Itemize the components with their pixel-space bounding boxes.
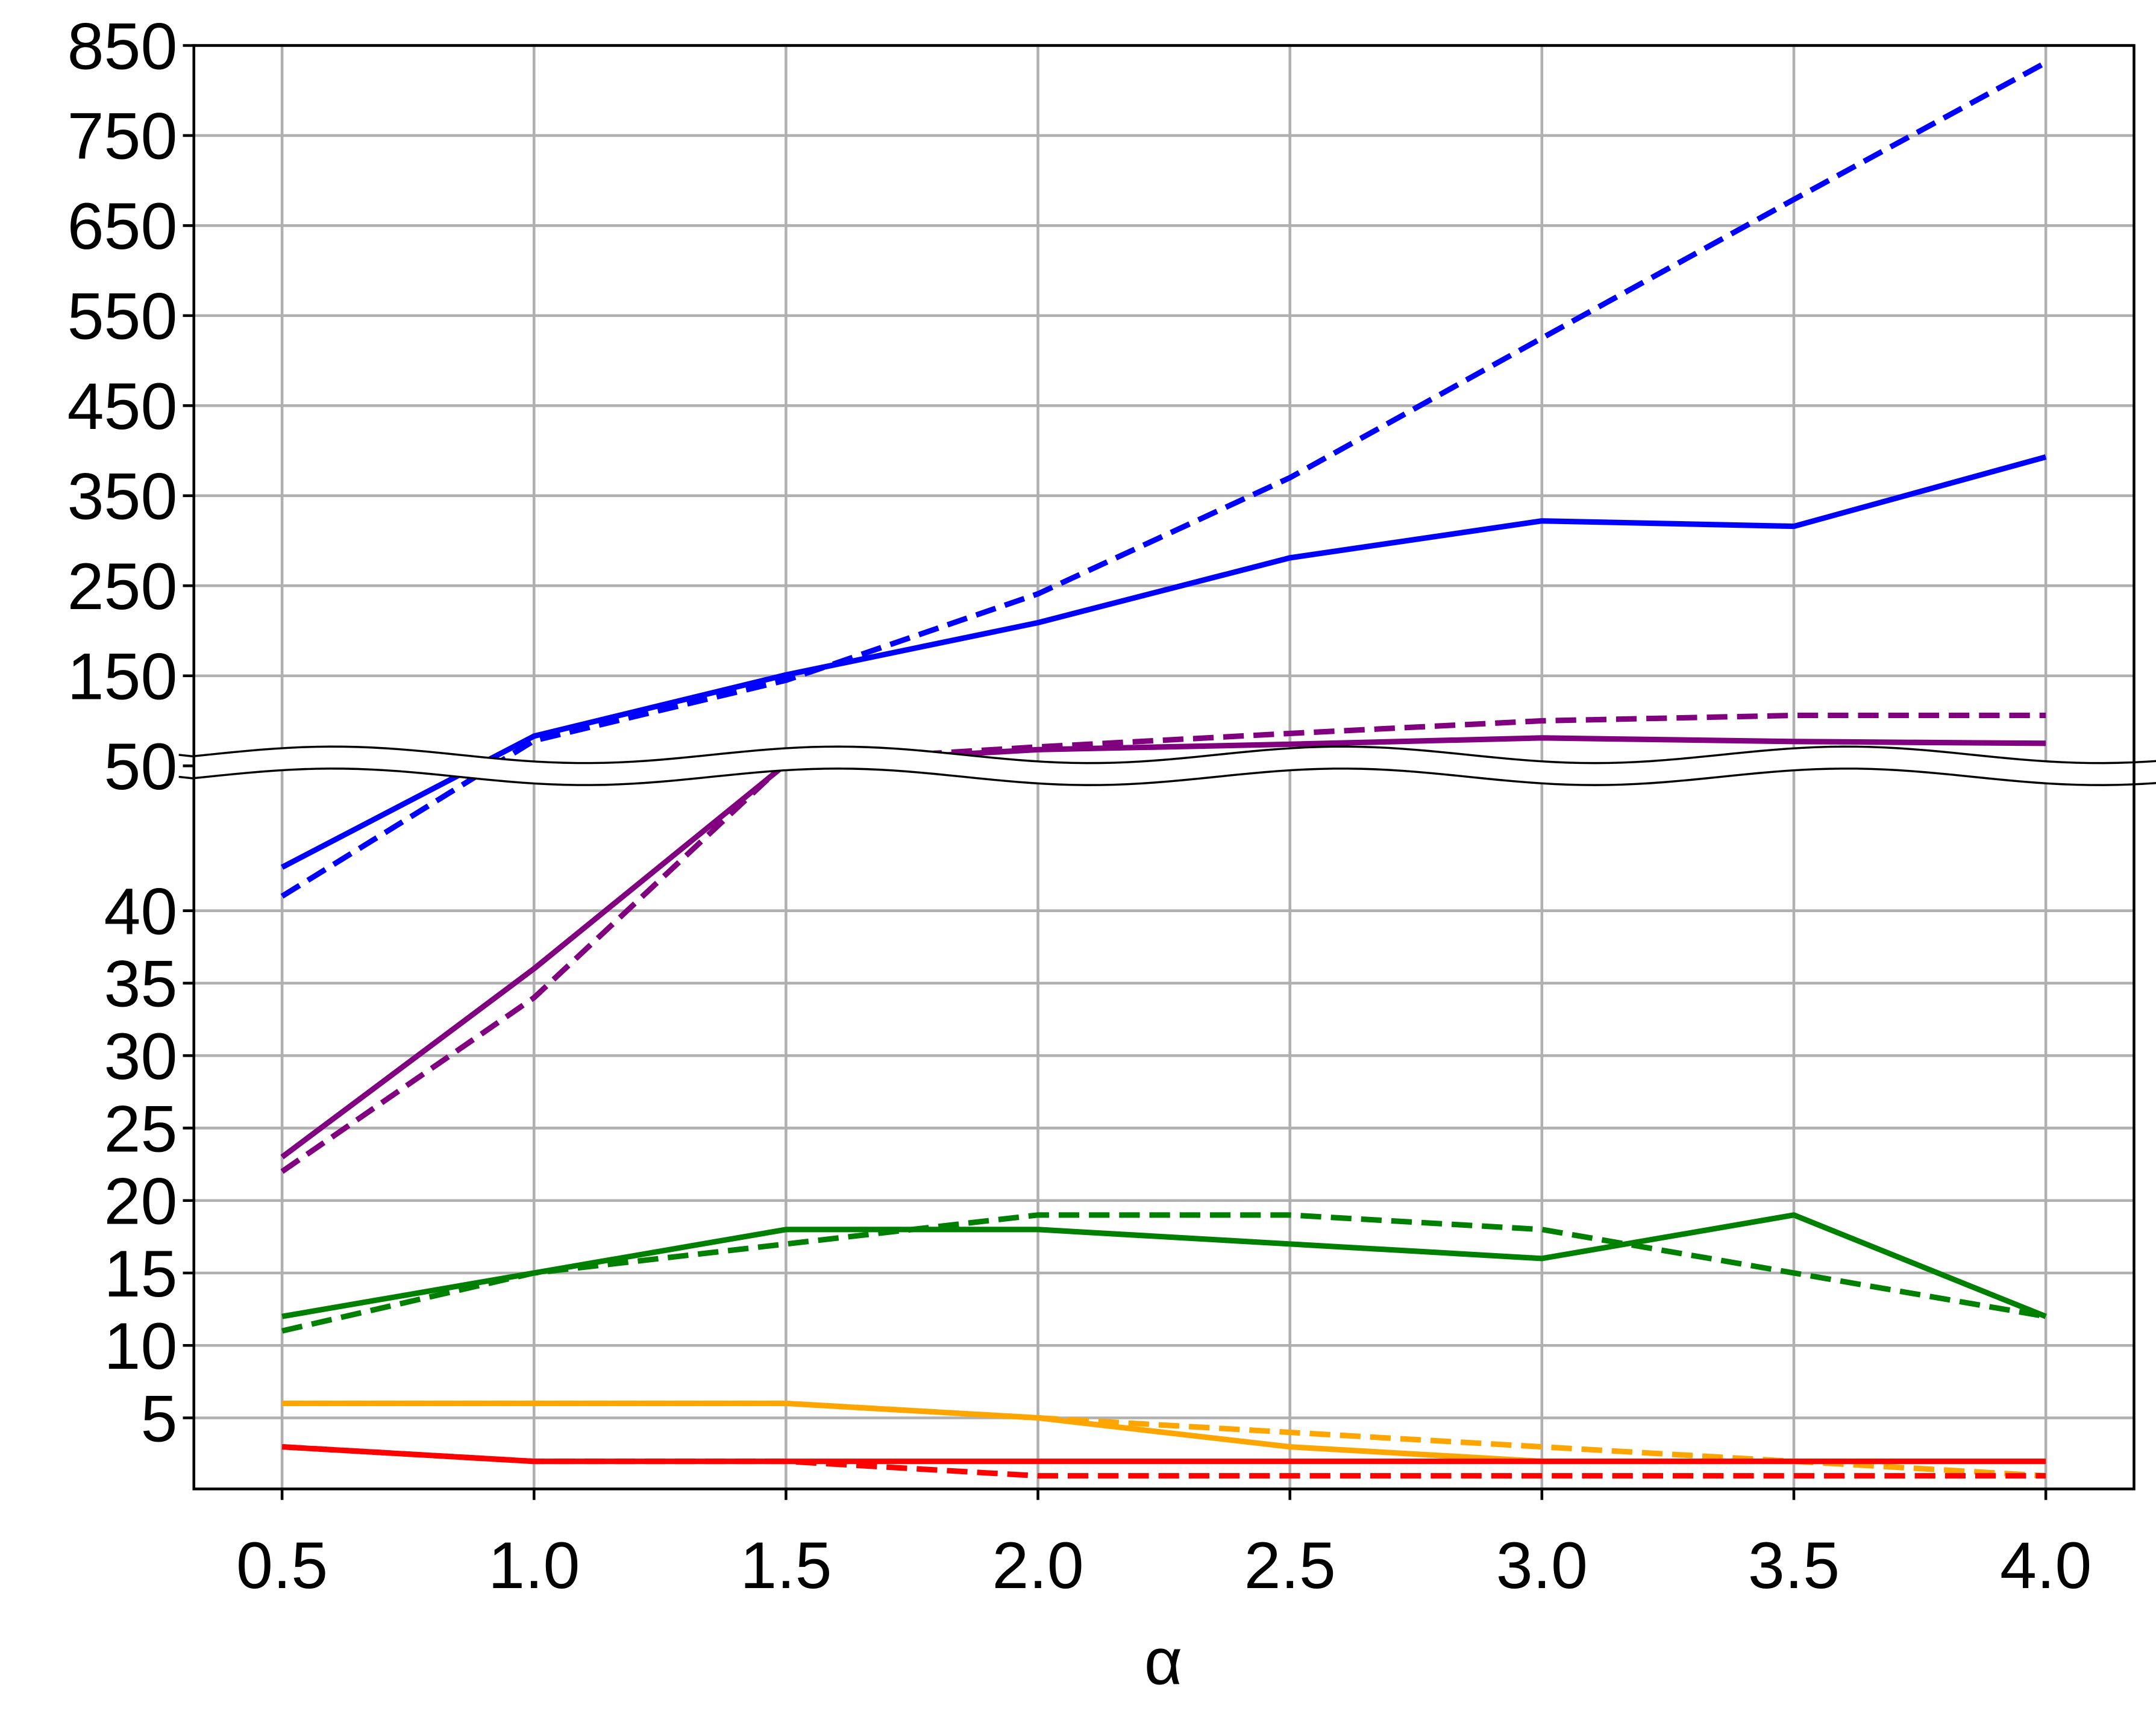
axis-break (178, 745, 2156, 786)
data-line (281, 1444, 2046, 1479)
x-tick-label: 0.5 (236, 1529, 328, 1603)
y-tick-label: 20 (104, 1165, 178, 1239)
x-tick-label: 2.5 (1244, 1529, 1336, 1603)
x-tick-label: 1.0 (488, 1529, 580, 1603)
x-axis-label: α (1144, 1625, 1182, 1698)
data-line (280, 60, 2048, 899)
y-tick-label: 5 (140, 1382, 177, 1456)
y-tick-label: 650 (67, 190, 178, 263)
data-line (280, 735, 2046, 1160)
y-tick-label: 50 (104, 730, 178, 804)
y-tick-label: 35 (104, 948, 178, 1021)
y-tick-label: 850 (67, 10, 178, 83)
x-tick-label: 2.0 (992, 1529, 1083, 1603)
y-tick-label: 15 (104, 1237, 178, 1311)
break-fill (178, 746, 2156, 786)
data-line (281, 1212, 2047, 1319)
y-tick-label: 25 (104, 1092, 178, 1166)
y-tick-label: 350 (67, 460, 178, 534)
y-tick-label: 250 (67, 550, 178, 624)
y-tick-label: 550 (67, 280, 178, 354)
grid (193, 44, 2134, 1489)
data-line (280, 454, 2047, 870)
plot-lines (280, 60, 2048, 1479)
y-tick-label: 750 (67, 100, 178, 174)
x-tick-label: 3.0 (1496, 1529, 1588, 1603)
y-tick-label: 30 (104, 1020, 178, 1093)
x-tick-label: 4.0 (2000, 1529, 2092, 1603)
y-tick-label: 150 (67, 640, 178, 714)
x-tick-label: 1.5 (740, 1529, 832, 1603)
break-line (178, 745, 2156, 765)
data-line (281, 1212, 2046, 1334)
y-tick-label: 40 (104, 875, 178, 948)
y-tick-label: 450 (67, 370, 178, 443)
break-line (178, 768, 2156, 786)
y-tick-label: 10 (104, 1310, 178, 1383)
data-line (280, 712, 2046, 1174)
data-line (281, 1444, 2046, 1465)
x-tick-label: 3.5 (1748, 1529, 1840, 1603)
